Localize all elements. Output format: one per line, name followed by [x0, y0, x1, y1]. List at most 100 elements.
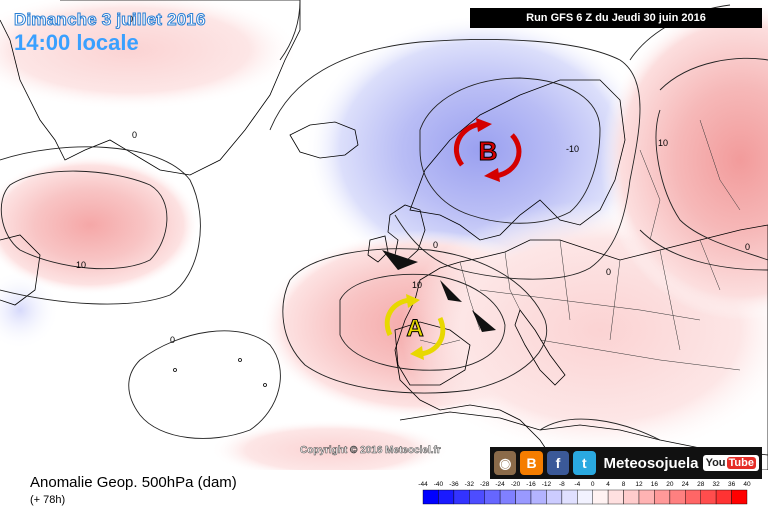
country-borders	[419, 119, 741, 371]
camera-icon[interactable]: ◉	[494, 451, 517, 475]
contour-10-west	[0, 170, 168, 270]
legend-tick-label: 40	[743, 481, 751, 488]
contour-label: 0	[745, 242, 750, 252]
contour-0-top	[279, 0, 301, 61]
arrow-icon	[472, 310, 496, 332]
legend-color-bar	[685, 489, 701, 505]
blogger-icon[interactable]: B	[520, 451, 543, 475]
legend-color-bar	[700, 489, 717, 505]
legend-color-bar	[607, 489, 624, 505]
contour-label: 10	[412, 280, 422, 290]
legend-color-bar	[577, 489, 593, 505]
high-pressure-letter: A	[406, 315, 423, 342]
legend-tick-label: 4	[606, 481, 610, 488]
legend-tick-label: 32	[712, 481, 720, 488]
forecast-date: Dimanche 3 juillet 2016	[14, 10, 206, 30]
legend-color-bar	[638, 489, 655, 505]
contour-0-bottom	[539, 418, 661, 441]
arrow-icon	[440, 280, 462, 302]
color-scale-legend: -44 -40 -36 -32 -28 -24 -20 -16 -12 -8 -4 0 4 8 12 16 20…	[418, 481, 751, 505]
anomaly-map: 0 10 -10 10 10 0 0 0 0 0 B	[0, 0, 768, 470]
legend-tick-label: -4	[574, 481, 580, 488]
legend-color-bar	[669, 489, 686, 505]
legend-tick-label: -12	[542, 481, 552, 488]
legend-tick-labels: -44 -40 -36 -32 -28 -24 -20 -16 -12 -8 -4 0 4 8 12 16 20…	[418, 481, 751, 488]
legend-tick-label: -44	[418, 481, 428, 488]
legend-tick-label: -8	[559, 481, 565, 488]
arrow-icon	[382, 250, 418, 270]
contour-label: 0	[606, 267, 611, 277]
ireland-coast	[367, 235, 389, 263]
legend-tick-label: -24	[495, 481, 505, 488]
brand-name[interactable]: Meteosojuela	[603, 454, 699, 472]
contour-label: 0	[132, 130, 137, 140]
legend-tick-label: -40	[434, 481, 444, 488]
legend-tick-label: 24	[682, 481, 690, 488]
iceland-coast	[289, 121, 359, 159]
youtube-icon[interactable]: You Tube	[702, 455, 759, 471]
social-bar: ◉ B f t Meteosojuela You Tube	[490, 447, 762, 479]
legend-color-bar	[654, 489, 670, 505]
flow-arrows	[382, 250, 496, 332]
high-pressure-symbol: A	[384, 294, 446, 360]
canada-coast	[0, 234, 41, 306]
facebook-icon[interactable]: f	[546, 451, 570, 475]
contour-0-west	[0, 146, 201, 305]
legend-color-bar	[438, 489, 454, 505]
contour-minus10	[419, 77, 601, 224]
contour-label: 0	[170, 335, 175, 345]
contour-10-high	[339, 274, 506, 371]
contour-label: 0	[433, 240, 438, 250]
italy-coast	[514, 309, 566, 386]
legend-color-bar	[592, 489, 609, 505]
legend-color-bar	[453, 489, 470, 505]
legend-color-bar	[515, 489, 532, 505]
coastlines	[0, 0, 768, 470]
legend-tick-label: 0	[591, 481, 595, 488]
greenland-coast	[0, 0, 301, 176]
legend-tick-label: 36	[728, 481, 736, 488]
legend-tick-label: -36	[449, 481, 459, 488]
legend-tick-label: -28	[480, 481, 490, 488]
contour-label: 10	[658, 138, 668, 148]
run-info-banner: Run GFS 6 Z du Jeudi 30 juin 2016	[470, 8, 762, 28]
contour-label: 0	[128, 14, 133, 24]
twitter-icon[interactable]: t	[573, 451, 596, 475]
contour-10-east	[655, 57, 768, 261]
youtube-tube: Tube	[726, 457, 756, 469]
legend-color-bar	[731, 489, 748, 505]
legend-color-bar	[469, 489, 485, 505]
product-name: Anomalie Geop. 500hPa (dam)	[30, 474, 237, 491]
legend-tick-label: -32	[465, 481, 475, 488]
legend-color-bar	[422, 489, 439, 505]
contour-value-labels: 0 10 -10 10 10 0 0 0 0 0	[76, 14, 750, 345]
low-pressure-letter: B	[479, 136, 498, 166]
legend-tick-label: -16	[526, 481, 536, 488]
legend-tick-label: 12	[635, 481, 643, 488]
contour-label: -10	[566, 144, 579, 154]
contour-0-north	[269, 38, 641, 280]
anomaly-shading	[0, 0, 768, 470]
forecast-lead: (+ 78h)	[30, 494, 66, 506]
legend-color-bar	[546, 489, 562, 505]
europe-coast	[394, 224, 768, 470]
legend-color-bar	[623, 489, 640, 505]
contour-0-high	[282, 248, 548, 394]
contour-0-south	[128, 330, 281, 439]
legend-color-bars	[422, 489, 748, 505]
british-isles-coast	[387, 204, 426, 263]
scandinavia-coast	[409, 79, 626, 241]
contour-label: 10	[76, 260, 86, 270]
legend-tick-label: -20	[511, 481, 521, 488]
legend-tick-label: 16	[651, 481, 659, 488]
legend-color-bar	[715, 489, 732, 505]
legend-color-bar	[499, 489, 516, 505]
legend-color-bar	[561, 489, 578, 505]
copyright-text: Copyright © 2016 Meteociel.fr	[300, 445, 441, 457]
iberia-coast	[394, 321, 471, 386]
legend-color-bar	[530, 489, 547, 505]
legend-color-bar	[484, 489, 501, 505]
legend-tick-label: 20	[666, 481, 674, 488]
forecast-time: 14:00 locale	[14, 30, 139, 55]
